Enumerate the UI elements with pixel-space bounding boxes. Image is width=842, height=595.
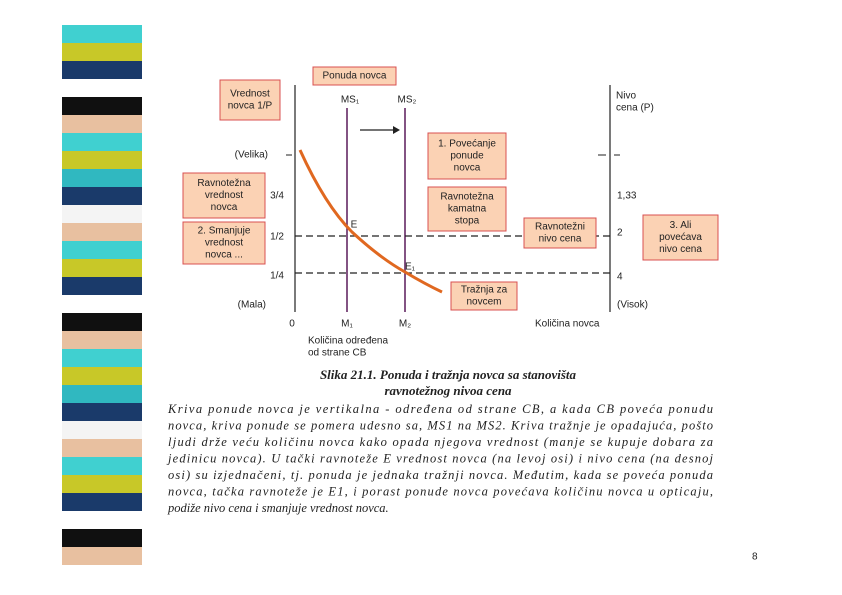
- stripe: [62, 313, 142, 331]
- stripe: [62, 259, 142, 277]
- stripe: [62, 115, 142, 133]
- stripe: [62, 97, 142, 115]
- stripe: [62, 187, 142, 205]
- box-text: novca: [454, 163, 481, 174]
- right-axis-label: 2: [617, 228, 623, 239]
- arrow-head: [393, 126, 400, 134]
- x-label: M₂: [399, 319, 411, 330]
- stripe: [62, 493, 142, 511]
- box-text: novca ...: [205, 250, 243, 261]
- stripe: [62, 421, 142, 439]
- box-text: nivo cena: [539, 234, 582, 245]
- left-axis-label: (Mala): [238, 300, 266, 311]
- stripe: [62, 277, 142, 295]
- box-text: Ravnotežna: [197, 178, 251, 189]
- x-note: Količina određena: [308, 336, 388, 347]
- stripe: [62, 349, 142, 367]
- caption-line: novca, tačka ravnoteže je E1, i porast p…: [168, 484, 713, 498]
- label-box: [312, 66, 397, 86]
- box-text: Ravnotežni: [535, 222, 585, 233]
- stripe: [62, 151, 142, 169]
- supply-label: MS₂: [398, 95, 417, 106]
- right-axis-title: Nivo: [616, 91, 636, 102]
- box-text: vrednost: [205, 190, 244, 201]
- caption-title: Slika 21.1. Ponuda i tražnja novca sa st…: [320, 367, 577, 382]
- box-text: Vrednost: [230, 89, 270, 100]
- label-box: [450, 281, 518, 311]
- box-text: vrednost: [205, 238, 244, 249]
- right-axis-title: cena (P): [616, 103, 654, 114]
- x-label: 0: [289, 319, 295, 330]
- point-label: E: [351, 220, 358, 231]
- box-text: novca: [211, 202, 238, 213]
- stripe: [62, 457, 142, 475]
- caption-line: novca, kriva ponude se pomera udesno sa,…: [168, 418, 713, 432]
- box-text: 3. Ali: [670, 220, 692, 231]
- page-number: 8: [752, 552, 758, 563]
- stripe: [62, 331, 142, 349]
- box-text: 1. Povećanje: [438, 139, 496, 150]
- stripe: [62, 79, 142, 97]
- label-box: [427, 186, 507, 232]
- label-box: [642, 214, 719, 261]
- stripe: [62, 25, 142, 43]
- right-axis-label: 4: [617, 272, 623, 283]
- box-text: nivo cena: [659, 244, 702, 255]
- stripe: [62, 61, 142, 79]
- right-axis-label: 1,33: [617, 191, 637, 202]
- label-box: [219, 79, 281, 121]
- box-text: Tražnja za: [461, 285, 508, 296]
- stripe: [62, 403, 142, 421]
- stripe: [62, 367, 142, 385]
- caption-line: podiže nivo cena i smanjuje vrednost nov…: [167, 501, 389, 515]
- box-text: povećava: [659, 232, 702, 243]
- label-box: [182, 221, 266, 265]
- point-label: E₁: [405, 262, 416, 273]
- label-box: [523, 217, 597, 249]
- left-axis-label: 1/4: [270, 271, 284, 282]
- box-text: 2. Smanjuje: [198, 226, 251, 237]
- right-axis-label: (Visok): [617, 300, 648, 311]
- x-label: M₁: [341, 319, 353, 330]
- stripe: [62, 295, 142, 313]
- x-note: od strane CB: [308, 348, 367, 359]
- caption-title: ravnotežnog nivoa cena: [384, 383, 512, 398]
- stripe: [62, 241, 142, 259]
- stripe: [62, 385, 142, 403]
- box-text: novcem: [466, 297, 501, 308]
- box-text: novca 1/P: [228, 101, 273, 112]
- stripe: [62, 475, 142, 493]
- box-text: kamatna: [448, 204, 487, 215]
- caption-line: ljudi drže veću količinu novca kako opad…: [168, 435, 713, 449]
- stripe: [62, 439, 142, 457]
- x-label: Količina novca: [535, 319, 600, 330]
- stripe: [62, 205, 142, 223]
- left-axis-label: 3/4: [270, 191, 284, 202]
- box-text: Ponuda novca: [323, 71, 387, 82]
- box-text: stopa: [455, 216, 480, 227]
- supply-label: MS₁: [341, 95, 360, 106]
- label-box: [427, 132, 507, 180]
- stripe: [62, 169, 142, 187]
- label-box: [182, 172, 266, 219]
- stripe: [62, 529, 142, 547]
- demand-curve: [298, 149, 443, 294]
- stripe: [62, 223, 142, 241]
- left-axis-label: (Velika): [235, 150, 268, 161]
- stripe: [62, 511, 142, 529]
- caption-line: jedinicu novca). U tački ravnoteže E vre…: [166, 451, 714, 465]
- box-text: Ravnotežna: [440, 192, 494, 203]
- stripe: [62, 43, 142, 61]
- left-axis-label: 1/2: [270, 232, 284, 243]
- stripe: [62, 133, 142, 151]
- caption-line: Kriva ponude novca je vertikalna - određ…: [167, 402, 713, 416]
- decor-stripes: [62, 25, 142, 565]
- stripe: [62, 547, 142, 565]
- box-text: ponude: [450, 151, 484, 162]
- caption-line: osi) su izjednačeni, tj. ponuda je jedna…: [168, 468, 713, 482]
